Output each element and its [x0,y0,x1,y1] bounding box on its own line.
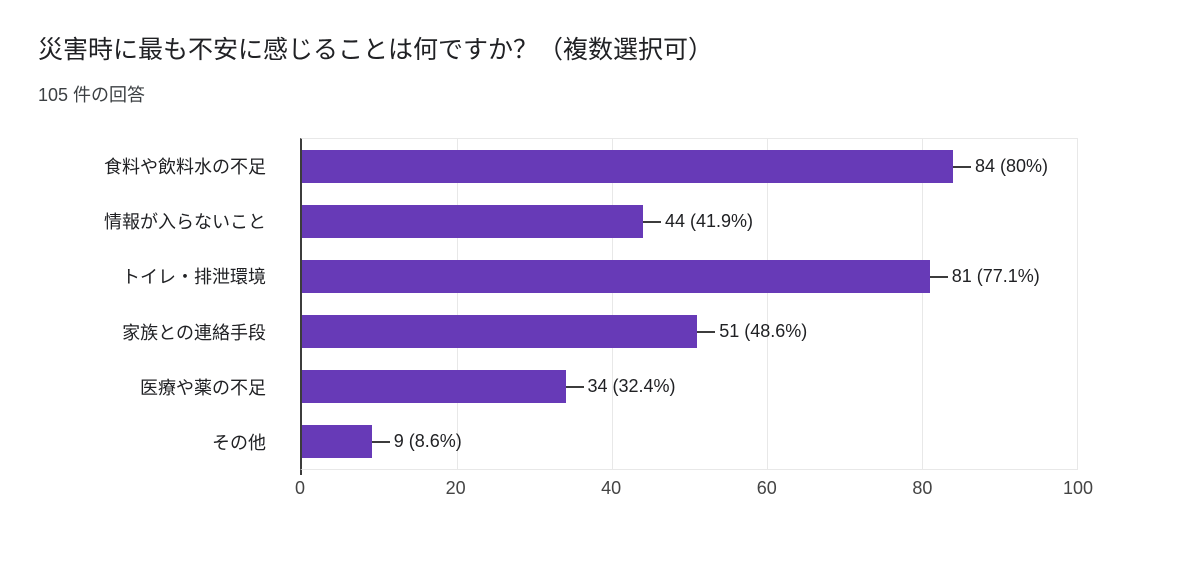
gridline [457,139,458,469]
value-connector [643,220,661,223]
category-label: その他 [212,433,266,454]
bar-row: 51 (48.6%) [302,304,1077,359]
value-connector [929,275,948,278]
category-column: 食料や飲料水の不足 情報が入らないことトイレ・排泄環境 家族との連絡手段医療や薬の不… [0,138,300,470]
x-tick-label: 0 [294,478,306,498]
bar-row: 34 (32.4%) [302,359,1077,414]
x-axis-labels: 0 20 40 60 80 100 [295,478,1093,504]
bar [302,150,953,183]
x-axis-tick [300,470,302,475]
chart-title: 災害時に最も不安に感じることは何ですか？（複数選択可） [38,36,714,64]
bar-row: 44 (41.9%) [302,194,1077,249]
bar [302,425,372,458]
value-label: 51 (48.6%) [719,321,808,341]
category-label: 食料や飲料水の不足 [104,156,266,177]
chart-header: 災害時に最も不安に感じることは何ですか？（複数選択可） 105 件の回答 [38,34,713,107]
value-connector [953,165,971,168]
value-connector [371,440,390,443]
value-label: 44 (41.9%) [665,211,754,231]
bar-rows: 84 (80%) 44 (41.9%) 81 (77.1%) 51 (48.6%) 34… [302,139,1077,469]
x-tick-label: 100 [1062,478,1094,498]
x-tick-label: 20 [445,478,466,498]
value-connector [565,385,584,388]
gridline [922,139,923,469]
value-label: 9 (8.6%) [393,431,462,451]
category-label: 家族との連絡手段 [122,322,266,343]
bar-row: 81 (77.1%) [302,249,1077,304]
value-connector [697,330,716,333]
bar [302,315,698,348]
response-count: 105 件の回答 [38,84,146,105]
bar-row: 84 (80%) [302,139,1077,194]
x-tick-label: 60 [756,478,777,498]
category-label: 情報が入らないこと [104,211,266,232]
category-label: トイレ・排泄環境 [122,267,266,288]
bar [302,370,566,403]
bar [302,205,643,238]
bar-chart: 食料や飲料水の不足 情報が入らないことトイレ・排泄環境 家族との連絡手段医療や薬の不… [0,138,1120,528]
value-label: 34 (32.4%) [587,376,676,396]
x-tick-label: 80 [912,478,933,498]
gridline [767,139,768,469]
gridline [612,139,613,469]
category-label: 医療や薬の不足 [140,377,266,398]
plot-area: 84 (80%) 44 (41.9%) 81 (77.1%) 51 (48.6%) 34… [300,138,1078,470]
x-tick-label: 40 [601,478,622,498]
value-label: 81 (77.1%) [951,266,1040,286]
value-label: 84 (80%) [975,156,1049,176]
bar [302,260,930,293]
bar-row: 9 (8.6%) [302,414,1077,469]
